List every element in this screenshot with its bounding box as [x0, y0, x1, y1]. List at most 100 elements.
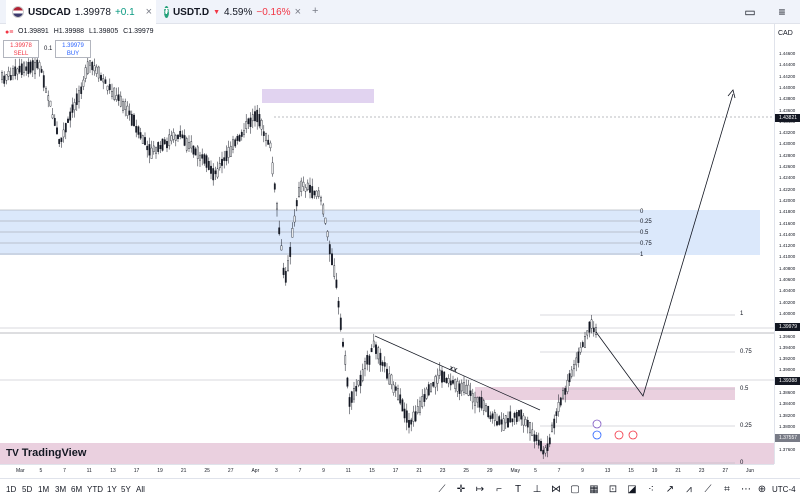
menu-icon[interactable]: ≡ — [778, 5, 786, 19]
candle-body — [240, 131, 243, 137]
price-tick: 1.41400 — [779, 231, 796, 237]
demand-zone — [475, 387, 735, 400]
candle-body — [383, 362, 386, 367]
candle-body — [179, 130, 182, 137]
candle-body — [390, 374, 393, 385]
crosshair-icon[interactable]: ✛ — [456, 484, 466, 495]
chart-area[interactable] — [0, 24, 774, 464]
candle-body — [509, 411, 512, 423]
candle-body — [581, 342, 584, 347]
price-tick: 1.41800 — [779, 209, 796, 215]
timeframe-1d[interactable]: 1D — [6, 485, 17, 494]
symbol-menu-icon[interactable]: ●≡ — [5, 29, 14, 36]
buy-button[interactable]: 1.39979 BUY — [55, 40, 91, 58]
zigzag-icon[interactable]: ⩘ — [686, 484, 692, 495]
candle-body — [249, 117, 252, 127]
candle-body — [82, 79, 85, 87]
price-tick: 1.41600 — [779, 220, 796, 226]
candle-body — [245, 121, 248, 130]
candle-body — [201, 154, 204, 159]
projection-path — [595, 93, 734, 397]
candle-body — [337, 300, 340, 308]
time-tick: 5 — [39, 468, 43, 474]
trend-line-icon[interactable]: ⟋ — [438, 484, 446, 495]
square-icon[interactable]: ▢ — [570, 484, 580, 495]
candle-body — [1, 72, 3, 80]
timeframe-5d[interactable]: 5D — [22, 485, 33, 494]
candle-body — [166, 141, 168, 149]
grid-icon[interactable]: ▦ — [589, 484, 599, 495]
candle-body — [575, 357, 578, 366]
pattern-icon[interactable]: ⋈ — [551, 484, 561, 495]
time-tick: Mar — [16, 468, 25, 474]
timeframe-1y[interactable]: 1Y — [107, 485, 117, 494]
fib-label: 0.25 — [740, 423, 752, 429]
text-icon[interactable]: T — [514, 484, 522, 495]
candle-body — [590, 319, 593, 329]
candle-body — [533, 434, 536, 442]
path-icon[interactable]: ↗ — [665, 484, 675, 495]
line-tool-icon[interactable]: ⟋ — [704, 484, 712, 495]
more-tools-icon[interactable]: ⋯ — [741, 484, 751, 495]
timezone-label[interactable]: UTC-4 — [772, 485, 796, 494]
price-axis[interactable]: 1.44600 1.44400 1.44200 1.44000 1.43800 1.436… — [774, 24, 800, 464]
ruler-icon[interactable]: ⌗ — [724, 484, 730, 495]
close-icon[interactable]: × — [294, 6, 301, 18]
candle-body — [447, 378, 450, 384]
price-chart[interactable] — [0, 24, 774, 464]
candle-body — [18, 65, 21, 73]
sell-price: 1.39978 — [10, 43, 32, 49]
timeframe-ytd[interactable]: YTD — [87, 485, 103, 494]
candle-body — [155, 147, 157, 154]
candle-body — [144, 137, 146, 145]
measure-icon[interactable]: ⊥ — [532, 484, 542, 495]
tab-usdt-d[interactable]: ₮ USDT.D ▼ 4.59% −0.16% × — [160, 0, 305, 24]
price-tick: 1.39000 — [779, 367, 796, 373]
candle-body — [163, 139, 166, 145]
timeframe-6m[interactable]: 6M — [71, 485, 83, 494]
candle-body — [548, 437, 551, 445]
frame-icon[interactable]: ⊡ — [608, 484, 618, 495]
add-tab-icon[interactable]: + — [312, 5, 319, 17]
shape-icon[interactable]: ◪ — [627, 484, 637, 495]
price-tick: 1.43800 — [779, 96, 796, 102]
timeframe-5y[interactable]: 5Y — [121, 485, 131, 494]
sell-button[interactable]: 1.39978 SELL — [3, 40, 39, 58]
candle-body — [458, 383, 461, 394]
candle-body — [526, 419, 529, 428]
fib-zone — [0, 210, 760, 255]
rectangle-icon[interactable]: ⌐ — [496, 484, 502, 495]
layout-icon[interactable]: ▭ — [744, 5, 756, 19]
candle-body — [469, 390, 472, 396]
candle-body — [540, 440, 542, 451]
candle-body — [386, 368, 388, 379]
bottom-toolbar: 1D 5D 1M 3M 6M YTD 1Y 5Y All ⟋ ✛ ↦ ⌐ T ⊥… — [0, 478, 800, 500]
candle-body — [403, 408, 406, 419]
candle-body — [47, 95, 50, 101]
candle-body — [170, 135, 173, 142]
timeframe-3m[interactable]: 3M — [55, 485, 67, 494]
timeframe-1m[interactable]: 1M — [38, 485, 50, 494]
candle-body — [14, 66, 17, 77]
price-tick: 1.38400 — [779, 401, 796, 407]
zoom-icon[interactable]: ⊕ — [757, 484, 767, 495]
arrow-icon[interactable]: ↦ — [475, 484, 485, 495]
forecast-icon[interactable]: ⁖ — [648, 484, 654, 495]
candle-body — [260, 120, 263, 130]
price-tick: 1.39600 — [779, 333, 796, 339]
candle-body — [177, 134, 179, 140]
price-tick: 1.40600 — [779, 277, 796, 282]
price-tick: 1.42800 — [779, 152, 796, 158]
time-axis[interactable]: Mar 5 7 11 13 17 19 21 25 27 Apr 3 7 9 11 15 17 21 23 25 29 M… — [0, 464, 774, 478]
candle-body — [438, 369, 441, 376]
close-icon[interactable]: × — [145, 6, 152, 18]
time-tick: 23 — [439, 468, 446, 474]
candle-body — [370, 348, 373, 353]
candle-body — [192, 145, 195, 155]
candle-body — [148, 144, 151, 156]
candle-body — [537, 439, 540, 446]
candle-body — [159, 145, 162, 150]
timeframe-all[interactable]: All — [136, 485, 145, 494]
time-tick: 25 — [463, 468, 469, 474]
tab-usdcad[interactable]: USDCAD 1.39978 +0.1 × — [6, 0, 156, 24]
